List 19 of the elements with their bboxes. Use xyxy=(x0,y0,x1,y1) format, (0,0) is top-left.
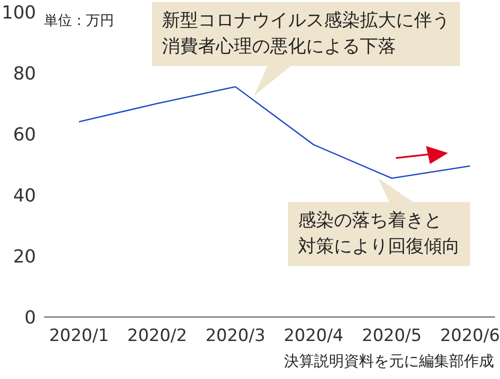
y-tick-label: 0 xyxy=(24,307,36,328)
annotation: 単位：万円 xyxy=(44,12,114,30)
annotation: 感染の落ち着きと xyxy=(298,209,443,233)
x-tick-label: 2020/4 xyxy=(284,326,344,346)
x-tick-label: 2020/1 xyxy=(49,326,109,346)
annotation: 対策により回復傾向 xyxy=(298,235,460,259)
x-tick-label: 2020/5 xyxy=(362,326,422,346)
y-tick-label: 100 xyxy=(2,2,36,24)
annotation: 新型コロナウイルス感染拡大に伴う xyxy=(162,9,450,33)
y-tick-label: 80 xyxy=(13,63,36,84)
y-tick-label: 20 xyxy=(13,246,36,268)
x-tick-label: 2020/3 xyxy=(205,326,266,346)
line-series xyxy=(78,86,471,179)
y-tick-label: 60 xyxy=(13,124,36,146)
annotation: 消費者心理の悪化による下落 xyxy=(162,35,397,59)
x-tick-label: 2020/6 xyxy=(440,326,500,346)
y-tick-label: 40 xyxy=(13,185,36,206)
x-tick-label: 2020/2 xyxy=(127,326,188,346)
text: 決算説明資料を元に編集部作成 xyxy=(284,352,494,371)
